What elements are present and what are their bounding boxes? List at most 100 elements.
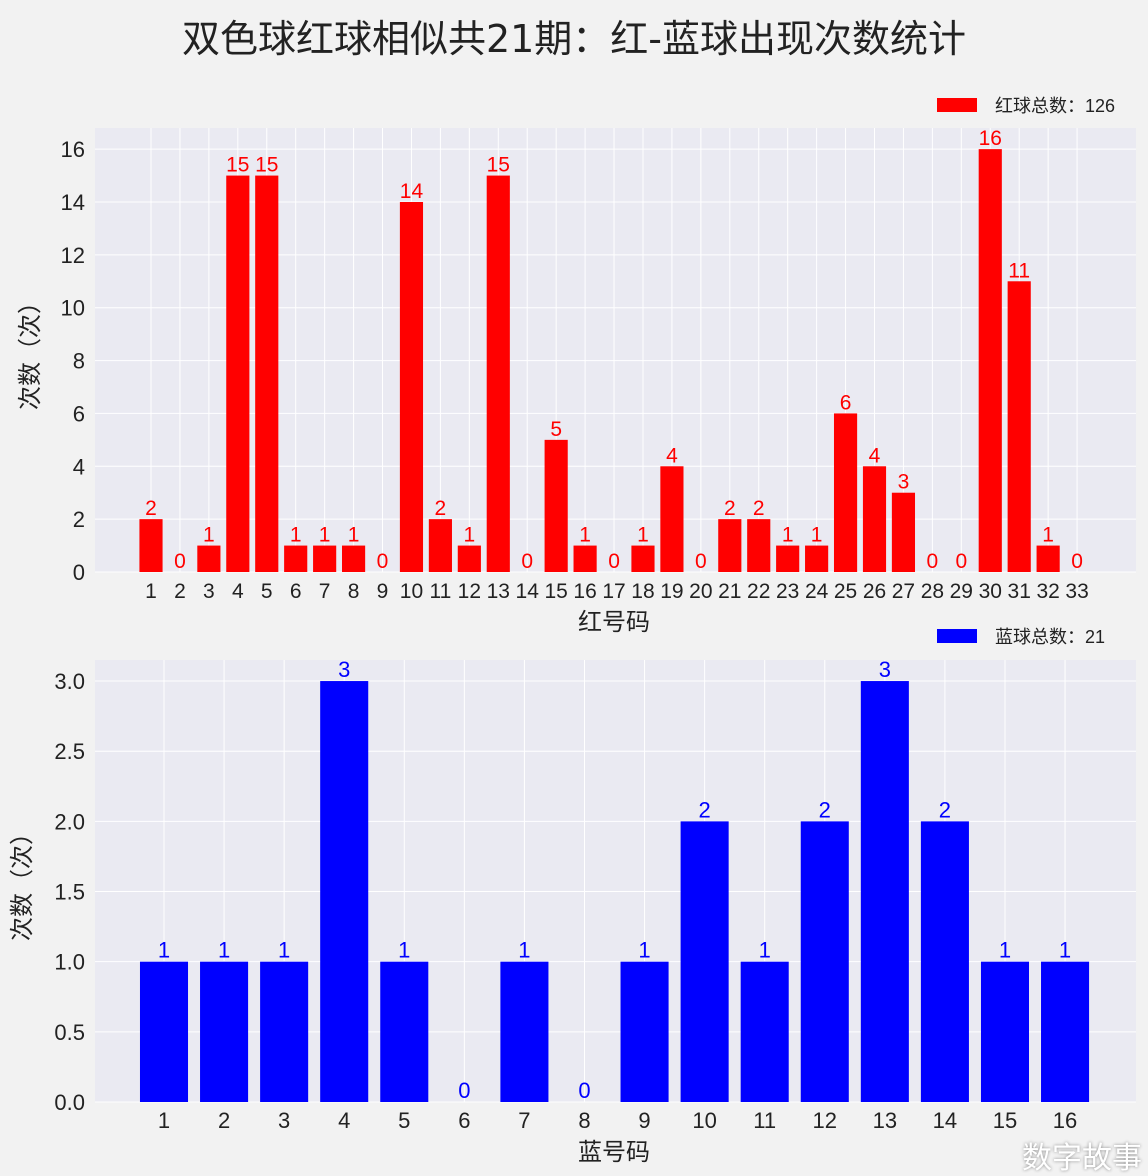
blue-data-label: 0: [578, 1078, 590, 1103]
blue-ytick-label: 0.5: [54, 1020, 85, 1045]
red-data-label: 16: [979, 127, 1002, 150]
red-data-label: 15: [226, 154, 249, 177]
blue-bar: [980, 961, 1030, 1102]
red-bar: [747, 519, 771, 572]
red-bar: [631, 545, 655, 572]
red-bar: [428, 519, 452, 572]
blue-bar: [320, 681, 369, 1102]
blue-xtick-label: 13: [873, 1108, 897, 1133]
chart-title: 双色球红球相似共21期：红-蓝球出现次数统计: [181, 17, 967, 61]
red-xtick-label: 25: [834, 580, 857, 603]
blue-ytick-label: 1.0: [54, 950, 85, 975]
red-legend-swatch: [937, 98, 977, 112]
blue-bar: [200, 961, 249, 1102]
red-bar: [197, 545, 221, 572]
watermark: 数字故事: [1022, 1141, 1142, 1176]
red-bar: [284, 545, 308, 572]
blue-bar: [680, 821, 729, 1102]
red-bar: [660, 466, 684, 572]
red-data-label: 2: [753, 497, 765, 520]
blue-xlabel: 蓝号码: [578, 1139, 650, 1166]
red-bar: [776, 545, 800, 572]
red-data-label: 15: [255, 154, 278, 177]
red-xtick-label: 11: [429, 580, 451, 603]
red-xtick-label: 3: [203, 580, 215, 603]
blue-xtick-label: 8: [578, 1108, 590, 1133]
red-data-label: 4: [666, 444, 678, 467]
blue-data-label: 1: [218, 938, 230, 963]
red-xtick-label: 2: [174, 580, 186, 603]
blue-data-label: 2: [939, 797, 951, 822]
blue-data-label: 1: [278, 938, 290, 963]
blue-bar: [1041, 961, 1090, 1102]
red-xtick-label: 18: [631, 580, 654, 603]
red-bar: [718, 519, 742, 572]
blue-data-label: 0: [458, 1078, 470, 1103]
red-xtick-label: 6: [290, 580, 302, 603]
red-data-label: 0: [1071, 550, 1083, 573]
red-data-label: 1: [463, 524, 475, 547]
blue-data-label: 1: [158, 938, 170, 963]
blue-xtick-label: 12: [813, 1108, 837, 1133]
blue-xtick-label: 10: [692, 1108, 716, 1133]
red-xtick-label: 17: [602, 580, 625, 603]
red-xtick-label: 14: [516, 580, 540, 603]
red-data-label: 0: [174, 550, 186, 573]
red-xtick-label: 24: [805, 580, 829, 603]
red-bar: [573, 545, 597, 572]
red-xtick-label: 4: [232, 580, 244, 603]
red-ytick-label: 4: [73, 454, 85, 479]
red-xtick-label: 22: [747, 580, 770, 603]
red-data-label: 1: [1042, 524, 1054, 547]
blue-xtick-label: 16: [1053, 1108, 1077, 1133]
red-data-label: 2: [145, 497, 157, 520]
red-bar: [342, 545, 366, 572]
red-xtick-label: 9: [377, 580, 389, 603]
blue-xtick-label: 11: [753, 1108, 776, 1133]
blue-bar: [860, 681, 909, 1102]
red-data-label: 14: [400, 180, 424, 203]
red-bar: [1007, 281, 1031, 572]
blue-ylabel: 次数（次）: [9, 821, 36, 941]
red-xtick-label: 5: [261, 580, 273, 603]
red-data-label: 11: [1008, 259, 1030, 282]
red-bar: [1036, 545, 1060, 572]
red-xtick-label: 31: [1008, 580, 1031, 603]
red-data-label: 6: [840, 391, 852, 414]
red-bar: [862, 466, 887, 572]
blue-xtick-label: 5: [398, 1108, 410, 1133]
blue-xtick-label: 2: [218, 1108, 230, 1133]
red-xtick-label: 27: [892, 580, 915, 603]
blue-xtick-label: 4: [338, 1108, 350, 1133]
red-bar: [544, 439, 568, 572]
blue-ytick-label: 2.0: [54, 809, 85, 834]
red-bar: [486, 175, 510, 573]
red-ylabel: 次数（次）: [17, 290, 44, 410]
red-ytick-label: 0: [73, 560, 85, 585]
blue-bar: [500, 961, 549, 1102]
red-xtick-label: 26: [863, 580, 886, 603]
red-data-label: 0: [377, 550, 389, 573]
red-data-label: 5: [550, 418, 562, 441]
red-data-label: 1: [579, 524, 591, 547]
blue-xtick-label: 14: [933, 1108, 957, 1133]
red-xtick-label: 20: [689, 580, 712, 603]
red-ytick-label: 16: [61, 137, 85, 162]
red-data-label: 15: [487, 154, 510, 177]
red-data-label: 2: [724, 497, 736, 520]
red-ytick-label: 12: [61, 243, 85, 268]
red-data-label: 1: [348, 524, 360, 547]
red-xtick-label: 23: [776, 580, 799, 603]
red-data-label: 0: [955, 550, 967, 573]
blue-xtick-label: 9: [638, 1108, 650, 1133]
red-xtick-label: 7: [319, 580, 331, 603]
red-data-label: 1: [319, 524, 331, 547]
blue-bar: [740, 961, 789, 1102]
blue-bar: [620, 961, 669, 1102]
blue-xtick-label: 7: [518, 1108, 530, 1133]
red-bar: [805, 545, 829, 572]
red-ytick-label: 14: [61, 190, 85, 215]
red-bar: [978, 149, 1002, 572]
red-xtick-label: 28: [921, 580, 944, 603]
